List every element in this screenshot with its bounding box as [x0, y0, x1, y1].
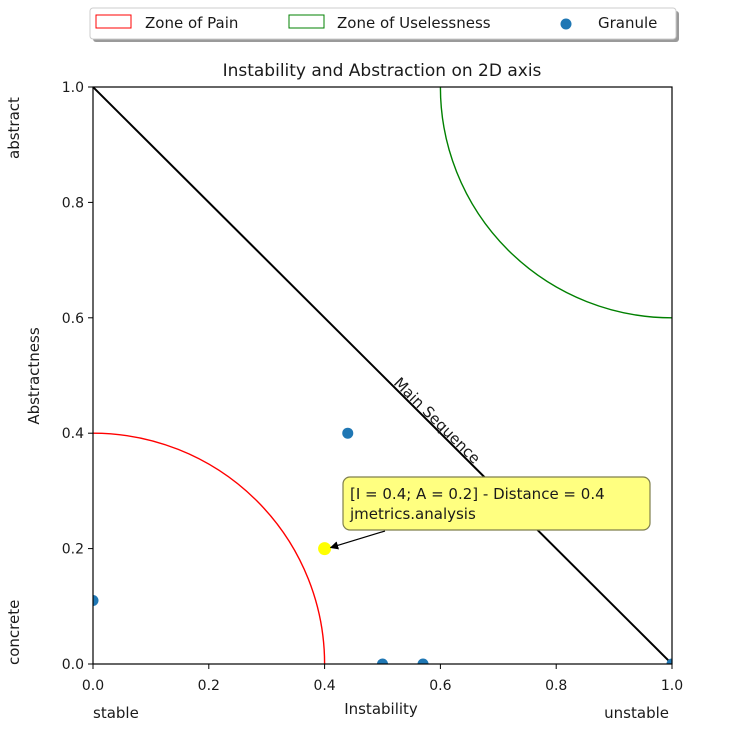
annotation-line-1: [I = 0.4; A = 0.2] - Distance = 0.4 [350, 485, 605, 503]
highlighted-point[interactable] [318, 542, 332, 556]
x-tick-label-5: 1.0 [661, 678, 683, 694]
granule-point-4[interactable] [666, 658, 678, 670]
x-tick-label-0: 0.0 [82, 678, 104, 694]
y-tick-label-3: 0.6 [62, 311, 84, 327]
y-low-label: concrete [5, 600, 23, 665]
y-tick-label-4: 0.8 [62, 195, 84, 211]
chart-title: Instability and Abstraction on 2D axis [223, 61, 542, 81]
granule-point-3[interactable] [417, 658, 429, 670]
granule-point-0[interactable] [88, 595, 99, 607]
x-tick-label-3: 0.6 [429, 678, 451, 694]
annotation-background [342, 476, 651, 531]
x-tick-label-2: 0.4 [313, 678, 335, 694]
y-tick-label-0: 0.0 [62, 657, 84, 673]
legend-granule-marker [560, 18, 572, 30]
zone-of-uselessness-arc [439, 87, 672, 319]
legend-zone-of-pain-label: Zone of Pain [145, 14, 238, 32]
annotation-box: [I = 0.4; A = 0.2] - Distance = 0.4 jmet… [342, 476, 651, 531]
granule-point-1[interactable] [342, 427, 354, 439]
legend: Zone of Pain Zone of Uselessness Granule [89, 7, 679, 42]
y-axis-label: Abstractness [25, 327, 43, 425]
y-tick-label-2: 0.4 [62, 426, 84, 442]
y-tick-label-1: 0.2 [62, 542, 84, 558]
plot-frame [92, 86, 673, 665]
annotation-arrow [329, 530, 386, 550]
x-axis: 0.0 0.2 0.4 0.6 0.8 1.0 [82, 664, 683, 694]
x-low-label: stable [93, 704, 139, 722]
x-axis-label: Instability [344, 700, 418, 718]
x-high-label: unstable [604, 704, 669, 722]
x-tick-label-4: 0.8 [545, 678, 567, 694]
granule-point-2[interactable] [377, 658, 388, 670]
granule-points [88, 427, 678, 670]
legend-frame [89, 7, 677, 40]
y-axis: 0.0 0.2 0.4 0.6 0.8 1.0 [62, 80, 93, 673]
main-sequence-line [93, 87, 672, 664]
legend-zone-of-uselessness-label: Zone of Uselessness [337, 14, 491, 32]
legend-granule-label: Granule [598, 14, 657, 32]
zone-of-pain-arc [93, 432, 326, 664]
y-tick-label-5: 1.0 [62, 80, 84, 96]
legend-zone-of-uselessness-swatch [288, 14, 325, 29]
annotation-line-2: jmetrics.analysis [349, 505, 476, 523]
x-tick-label-1: 0.2 [198, 678, 220, 694]
legend-zone-of-pain-swatch [95, 14, 132, 29]
y-high-label: abstract [5, 97, 23, 159]
